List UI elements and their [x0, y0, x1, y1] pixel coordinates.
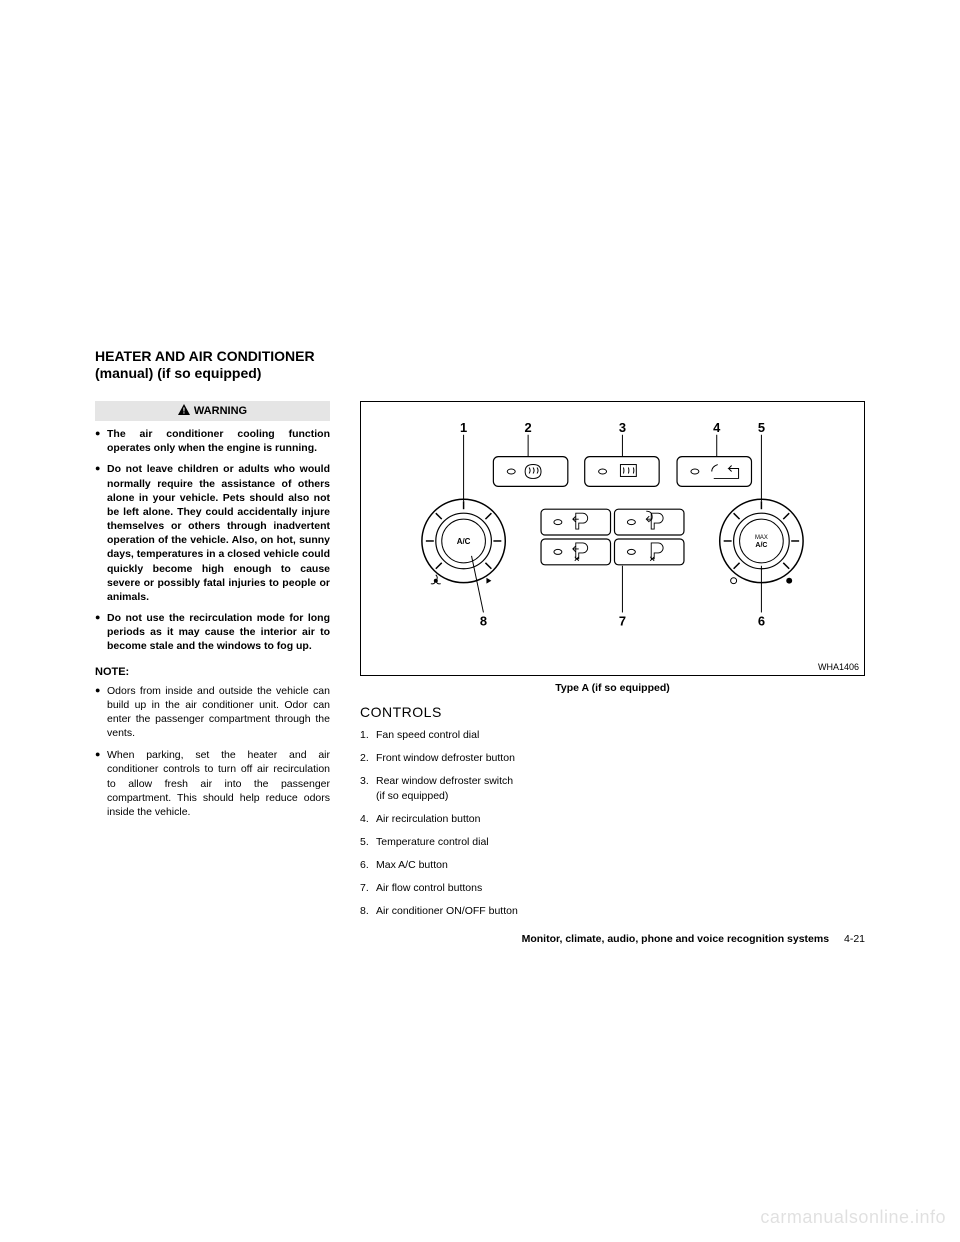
svg-text:A/C: A/C [755, 542, 767, 549]
warning-list: The air conditioner cooling function ope… [95, 421, 330, 654]
control-item: Temperature control dial [360, 835, 865, 849]
control-item: Air flow control buttons [360, 881, 865, 895]
control-item: Rear window defroster switch (if so equi… [360, 774, 865, 802]
svg-text:8: 8 [480, 613, 487, 628]
diagram-caption: Type A (if so equipped) [360, 682, 865, 694]
control-item: Air recirculation button [360, 812, 865, 826]
control-item: Front window defroster button [360, 751, 865, 765]
svg-text:2: 2 [525, 420, 532, 435]
note-item: Odors from inside and outside the vehicl… [95, 684, 330, 741]
warning-header: ! WARNING [95, 401, 330, 421]
control-item: Max A/C button [360, 858, 865, 872]
diagram-code: WHA1406 [818, 662, 859, 672]
svg-text:6: 6 [758, 613, 765, 628]
warning-label: WARNING [194, 405, 247, 417]
warning-item: The air conditioner cooling function ope… [95, 427, 330, 455]
svg-text:4: 4 [713, 420, 721, 435]
svg-text:3: 3 [619, 420, 626, 435]
footer-page: 4-21 [844, 933, 865, 945]
left-column: ! WARNING The air conditioner cooling fu… [95, 401, 330, 945]
svg-text:!: ! [183, 407, 186, 416]
svg-text:5: 5 [758, 420, 765, 435]
control-item: Air conditioner ON/OFF button [360, 904, 865, 918]
note-label: NOTE: [95, 666, 330, 678]
footer-section: Monitor, climate, audio, phone and voice… [522, 933, 829, 945]
note-item: When parking, set the heater and air con… [95, 748, 330, 819]
warning-item: Do not use the recirculation mode for lo… [95, 611, 330, 654]
svg-text:A/C: A/C [457, 537, 471, 546]
svg-text:1: 1 [460, 420, 467, 435]
right-column: 1 2 3 4 5 [360, 401, 865, 945]
controls-list: Fan speed control dial Front window defr… [360, 728, 865, 919]
watermark: carmanualsonline.info [760, 1207, 946, 1228]
controls-heading: CONTROLS [360, 704, 865, 720]
svg-text:MAX: MAX [755, 535, 768, 541]
sub-heading: (manual) (if so equipped) [95, 365, 865, 381]
svg-text:7: 7 [619, 613, 626, 628]
note-list: Odors from inside and outside the vehicl… [95, 684, 330, 820]
page-footer: Monitor, climate, audio, phone and voice… [360, 933, 865, 945]
hvac-diagram: 1 2 3 4 5 [360, 401, 865, 676]
warning-icon: ! [178, 404, 190, 418]
main-heading: HEATER AND AIR CONDITIONER [95, 348, 865, 364]
warning-item: Do not leave children or adults who woul… [95, 462, 330, 604]
control-item: Fan speed control dial [360, 728, 865, 742]
